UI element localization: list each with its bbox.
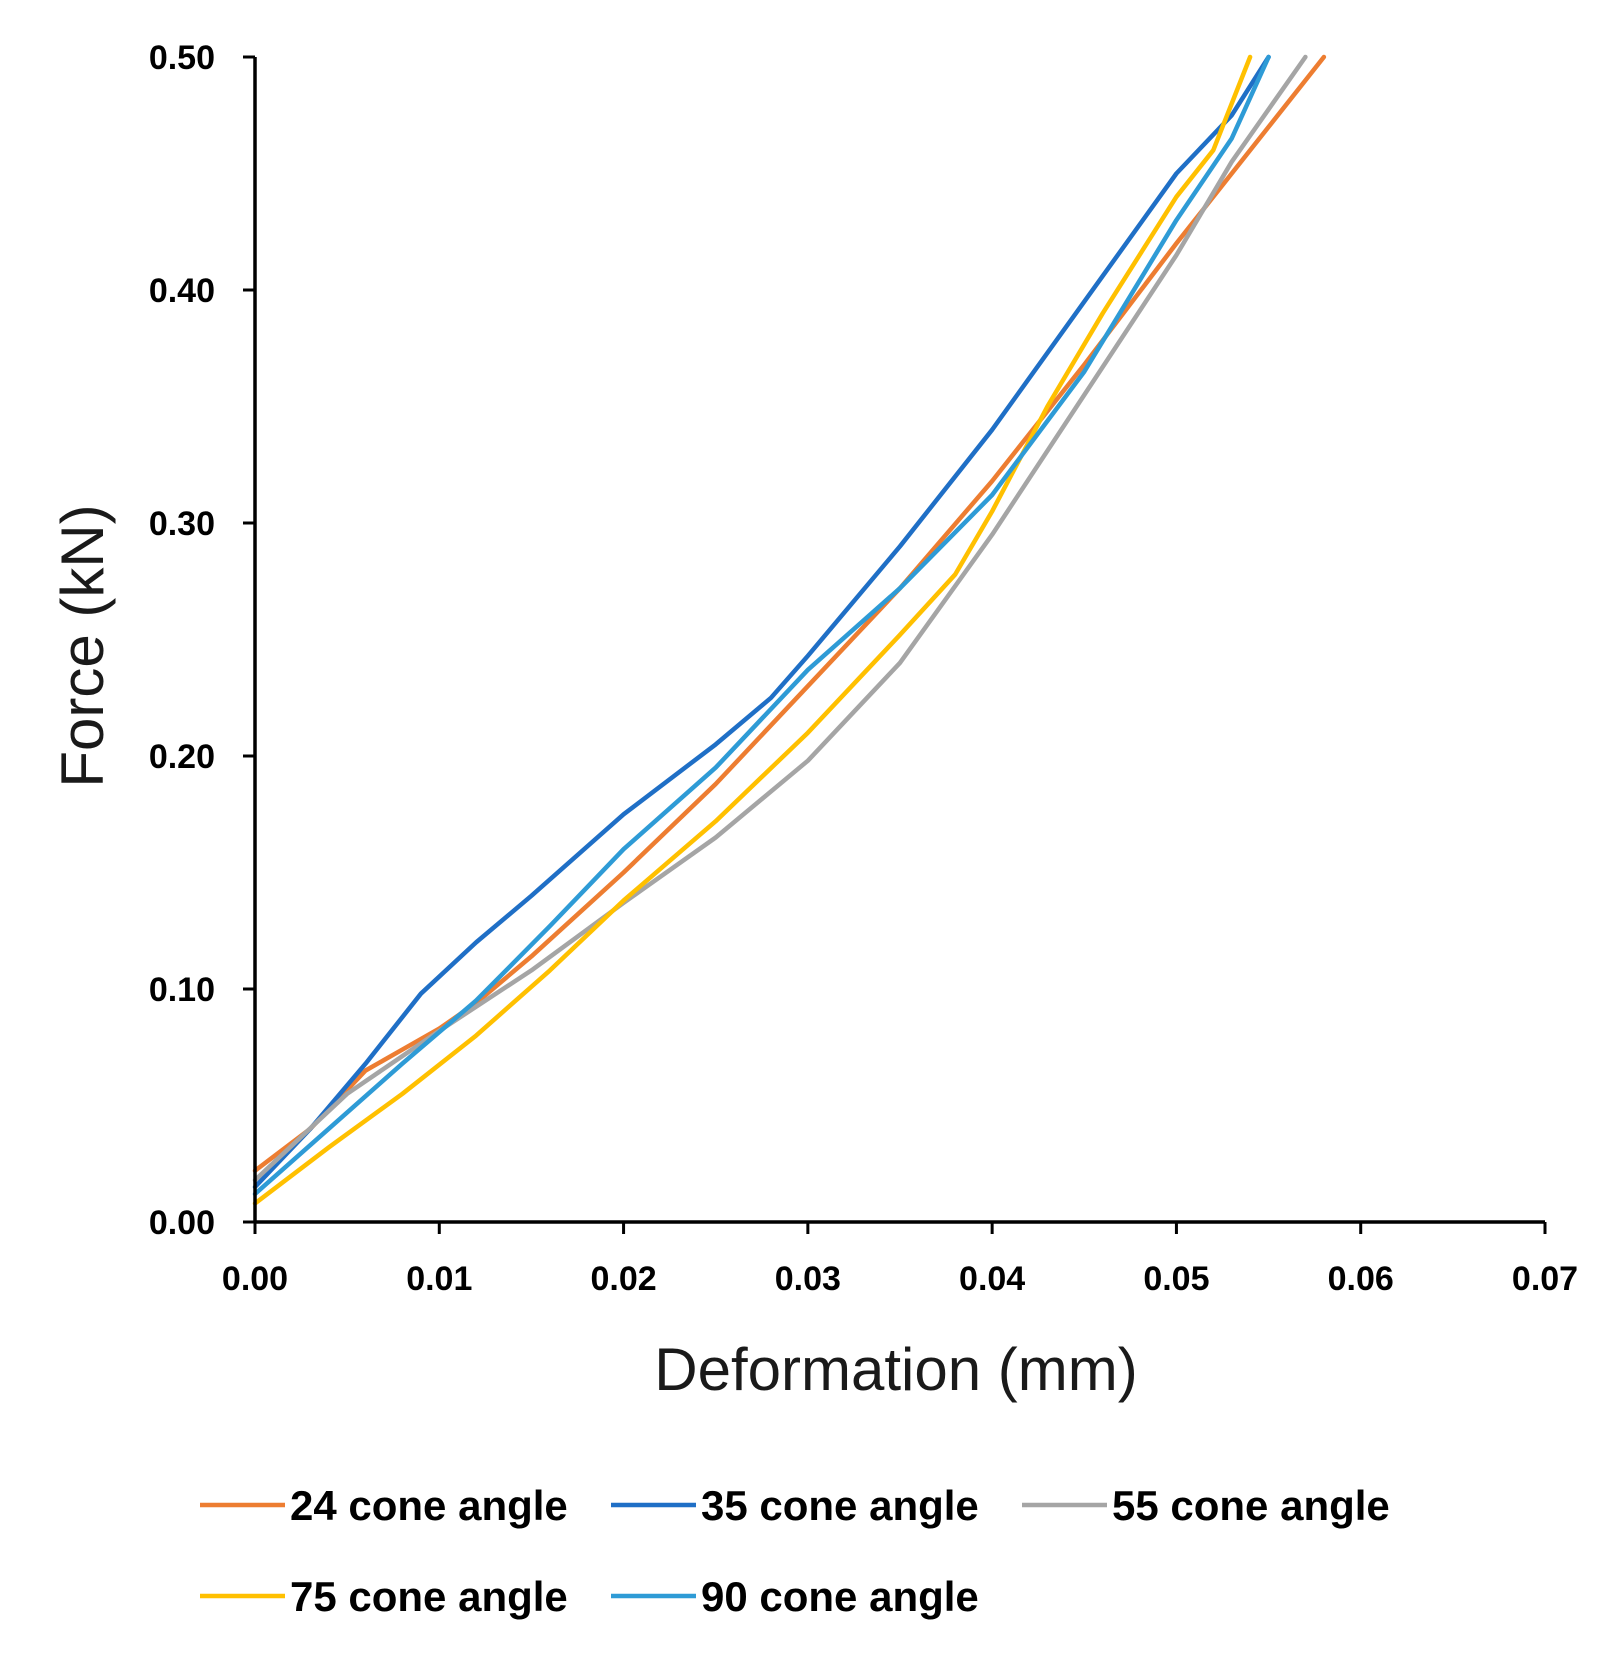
legend: 24 cone angle 35 cone angle 55 cone angle 7… xyxy=(200,1482,1390,1620)
y-tick-label: 0.40 xyxy=(149,272,215,310)
y-axis-title: Force (kN) xyxy=(49,504,116,787)
legend-label: 90 cone angle xyxy=(701,1573,979,1620)
legend-item: 75 cone angle xyxy=(200,1573,568,1620)
y-tick-label: 0.00 xyxy=(149,1204,215,1242)
x-tick-label: 0.01 xyxy=(406,1260,472,1298)
y-tick-label: 0.20 xyxy=(149,738,215,776)
y-tick-label: 0.10 xyxy=(149,971,215,1009)
x-tick-label: 0.02 xyxy=(590,1260,656,1298)
x-tick-label: 0.07 xyxy=(1512,1260,1578,1298)
legend-item: 35 cone angle xyxy=(611,1482,979,1529)
legend-item: 24 cone angle xyxy=(200,1482,568,1529)
legend-label: 75 cone angle xyxy=(290,1573,568,1620)
series-line-35-cone-angle xyxy=(252,54,1271,1190)
x-axis-title: Deformation (mm) xyxy=(654,1336,1137,1403)
x-tick-label: 0.00 xyxy=(222,1260,288,1298)
series-layer xyxy=(252,54,1327,1206)
x-tick-label: 0.03 xyxy=(775,1260,841,1298)
series-line-90-cone-angle xyxy=(252,54,1271,1197)
series-line-75-cone-angle xyxy=(252,54,1253,1206)
legend-item: 90 cone angle xyxy=(611,1573,979,1620)
legend-label: 35 cone angle xyxy=(701,1482,979,1529)
series-line-24-cone-angle xyxy=(252,54,1327,1173)
legend-label: 24 cone angle xyxy=(290,1482,568,1529)
x-tick-label: 0.05 xyxy=(1143,1260,1209,1298)
x-tick-label: 0.04 xyxy=(959,1260,1025,1298)
x-tick-label: 0.06 xyxy=(1328,1260,1394,1298)
series-line-55-cone-angle xyxy=(252,54,1308,1183)
legend-label: 55 cone angle xyxy=(1112,1482,1390,1529)
axes-layer: 0.00 0.10 0.20 0.30 0.40 0.50 0.00 0.01 0.02 0.03… xyxy=(149,39,1578,1298)
legend-item: 55 cone angle xyxy=(1022,1482,1390,1529)
y-tick-label: 0.50 xyxy=(149,39,215,77)
y-tick-label: 0.30 xyxy=(149,505,215,543)
